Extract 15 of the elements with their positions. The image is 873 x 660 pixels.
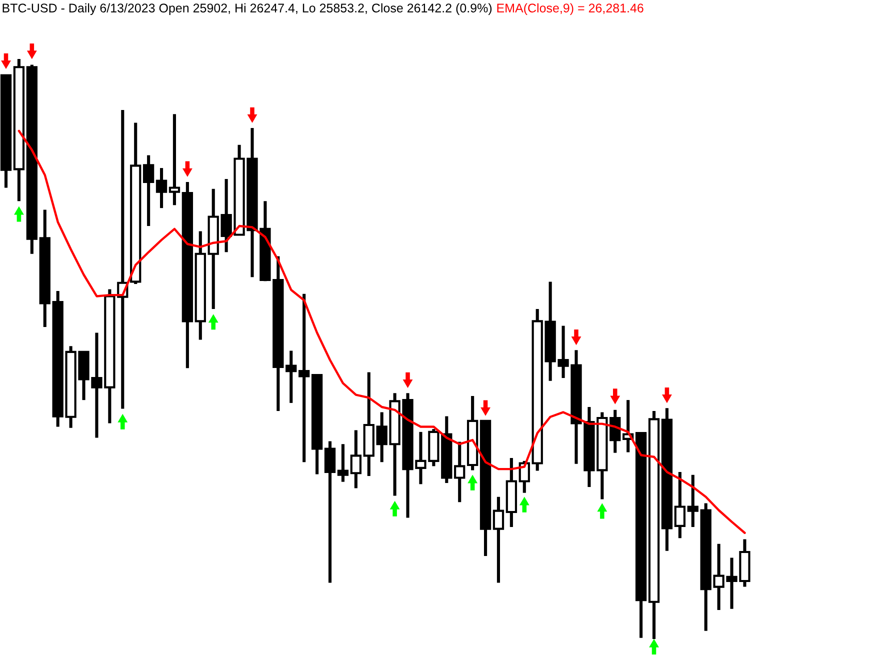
- candlestick: [324, 441, 336, 583]
- candlestick: [610, 410, 621, 453]
- candlestick: [156, 168, 168, 208]
- candlestick: [286, 350, 297, 403]
- candlestick: [168, 114, 180, 206]
- candlestick: [492, 496, 504, 583]
- candlestick: [142, 155, 154, 226]
- candlestick: [674, 472, 686, 538]
- candlestick: [687, 474, 698, 528]
- chart-title: BTC-USD - Daily 6/13/2023 Open 25902, Hi 26247.4, Lo 25853.2, Close 26142.2 (0.9%): [2, 3, 492, 15]
- candlestick: [337, 444, 349, 482]
- text: EMA(Close,9) = 26,281.46: [497, 3, 644, 15]
- candlestick: [454, 442, 466, 502]
- candlestick: [298, 294, 310, 462]
- candlestick: [350, 430, 362, 488]
